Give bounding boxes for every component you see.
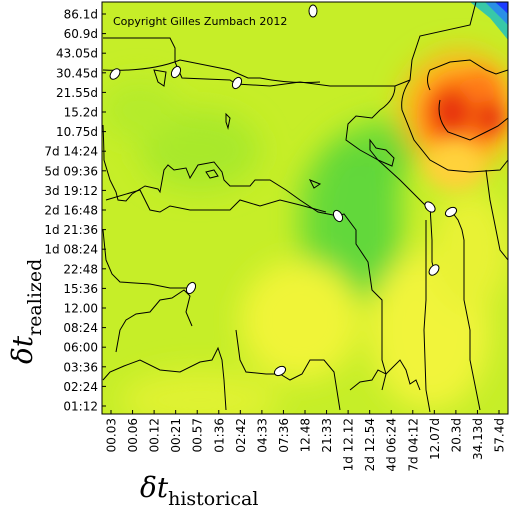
y-tick-label: 08:24 — [63, 321, 98, 335]
x-tick-label: 00.06 — [126, 418, 140, 452]
y-tick-label: 21.55d — [56, 86, 98, 100]
contour-label — [109, 68, 121, 80]
x-tick-label: 00.03 — [105, 418, 119, 452]
contour-lines — [102, 2, 508, 413]
y-tick-label: 7d 14:24 — [44, 145, 98, 159]
contour-line — [153, 69, 167, 87]
contour-label — [308, 4, 318, 18]
copyright-text: Copyright Gilles Zumbach 2012 — [113, 15, 287, 28]
contour-line — [205, 169, 219, 179]
y-axis-subscript: realized — [24, 259, 46, 336]
y-tick-label: 60.9d — [64, 27, 98, 41]
y-axis-symbol: δt — [6, 335, 39, 364]
contour-label — [185, 281, 197, 295]
heatmap-color-field — [102, 50, 508, 414]
contour-line — [427, 59, 508, 91]
contour-line — [308, 179, 322, 189]
contour-line — [451, 211, 481, 411]
x-tick-label: 12.48 — [299, 418, 313, 452]
x-tick-label: 12.07d — [428, 418, 442, 460]
contour-line — [423, 220, 431, 413]
x-tick-label: 00.57 — [191, 418, 205, 452]
y-tick-label: 10.75d — [56, 125, 98, 139]
contour-line — [349, 359, 421, 391]
contour-line — [102, 124, 387, 391]
x-axis-subscript: historical — [168, 488, 258, 510]
y-tick-label: 15.2d — [64, 106, 98, 120]
y-tick-label: 30.45d — [56, 66, 98, 80]
x-tick-label: 01:36 — [212, 418, 226, 453]
y-axis-title: δtrealized — [6, 259, 46, 364]
y-tick-label: 01:12 — [63, 400, 98, 414]
contour-labels — [109, 4, 458, 377]
x-tick-label: 7d 04:12 — [406, 418, 420, 472]
contour-line — [369, 138, 395, 167]
contour-line — [102, 229, 190, 289]
x-tick-label: 04:33 — [255, 418, 269, 453]
cool-corner — [470, 2, 508, 40]
contour-line — [438, 99, 508, 141]
x-tick-label: 00:21 — [169, 418, 183, 453]
y-axis: 86.1d 60.9d 43.05d 30.45d 21.55d 15.2d 10.75d 7… — [44, 8, 106, 414]
y-tick-label: 1d 08:24 — [44, 243, 98, 257]
contour-label — [444, 206, 458, 218]
y-tick-label: 22:48 — [63, 262, 98, 276]
y-tick-label: 86.1d — [64, 8, 98, 22]
contour-line — [485, 169, 508, 261]
y-tick-label: 1d 21:36 — [44, 223, 98, 237]
contour-line — [235, 329, 341, 411]
x-tick-label: 34.13d — [471, 418, 485, 460]
y-tick-label: 3d 19:12 — [44, 184, 98, 198]
contour-label — [170, 65, 182, 79]
contour-line — [345, 85, 431, 211]
x-axis-title: δthistorical — [140, 471, 258, 510]
contour-line — [102, 346, 227, 411]
x-axis-symbol: δt — [140, 471, 169, 504]
y-tick-label: 03:36 — [63, 360, 98, 374]
y-tick-label: 06:00 — [63, 341, 98, 355]
x-tick-label: 21:33 — [320, 418, 334, 453]
y-tick-label: 5d 09:36 — [44, 164, 98, 178]
x-tick-label: 00.12 — [148, 418, 162, 452]
svg-text:δtrealized: δtrealized — [6, 259, 46, 364]
x-tick-label: 02:42 — [234, 418, 248, 453]
y-tick-label: 02:24 — [63, 380, 98, 394]
x-tick-label: 1d 12.12 — [342, 418, 356, 471]
contour-label — [424, 201, 436, 213]
contour-label — [231, 76, 243, 90]
x-tick-label: 4d 06:24 — [385, 418, 399, 472]
x-tick-label: 20.3d — [449, 418, 463, 452]
y-tick-label: 12.00 — [64, 302, 98, 316]
x-tick-label: 07:36 — [277, 418, 291, 453]
contour-line — [102, 59, 321, 83]
contour-line — [105, 189, 327, 213]
x-tick-label: 57.4d — [493, 418, 507, 452]
x-tick-label: 2d 12.54 — [363, 418, 377, 471]
contour-line — [103, 2, 477, 87]
y-tick-label: 15:36 — [63, 282, 98, 296]
contour-label — [332, 209, 344, 223]
contour-line — [225, 112, 231, 130]
y-tick-label: 43.05d — [56, 47, 98, 61]
y-tick-label: 2d 16:48 — [44, 204, 98, 218]
svg-text:δthistorical: δthistorical — [140, 471, 258, 510]
plot-area: Copyright Gilles Zumbach 2012 — [102, 2, 508, 414]
contour-label — [428, 264, 440, 276]
contour-line — [115, 289, 193, 353]
contour-label — [273, 365, 287, 377]
contour-line — [401, 79, 508, 173]
x-axis: 00.03 00.06 00.12 00:21 00.57 01:36 02:42 04:33… — [105, 410, 507, 472]
